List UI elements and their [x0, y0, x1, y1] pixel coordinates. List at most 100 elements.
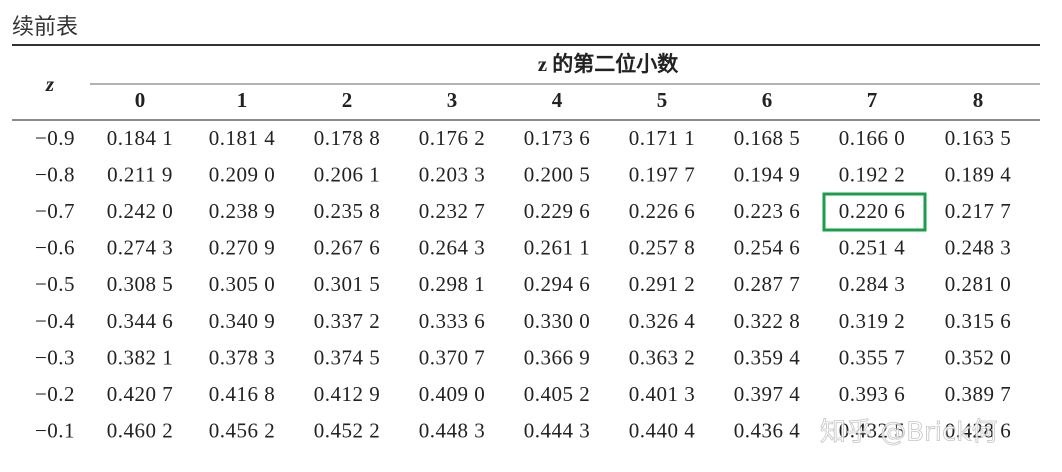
cell: 0.416 8 [209, 382, 276, 406]
row-z: −0.4 [35, 309, 75, 333]
cell: 0.366 9 [524, 345, 591, 369]
cell: 0.456 2 [209, 419, 276, 443]
column-header: 0 [135, 88, 146, 112]
cell: 0.251 4 [839, 236, 906, 260]
z-header: z [45, 72, 55, 96]
row-z: −0.2 [35, 382, 75, 406]
cell: 0.274 3 [107, 236, 174, 260]
column-header: 6 [762, 88, 773, 112]
cell: 0.242 0 [107, 199, 174, 223]
cell: 0.267 6 [314, 236, 381, 260]
cell: 0.363 2 [629, 345, 696, 369]
cell: 0.284 3 [839, 272, 906, 296]
cell: 0.203 3 [419, 162, 486, 186]
cell: 0.294 6 [524, 272, 591, 296]
cell: 0.322 8 [734, 309, 801, 333]
column-header: 3 [447, 88, 458, 112]
cell: 0.209 0 [209, 162, 276, 186]
cell: 0.344 6 [107, 309, 174, 333]
cell: 0.166 0 [839, 126, 906, 150]
cell: 0.226 6 [629, 199, 696, 223]
cell: 0.337 2 [314, 309, 381, 333]
cell: 0.444 3 [524, 419, 591, 443]
cell: 0.436 4 [734, 419, 801, 443]
cell: 0.432 5 [839, 419, 906, 443]
cell: 0.315 6 [945, 309, 1012, 333]
row-z: −0.5 [35, 272, 75, 296]
cell: 0.168 5 [734, 126, 801, 150]
cell: 0.264 3 [419, 236, 486, 260]
cell: 0.261 1 [524, 236, 591, 260]
column-header: 1 [237, 88, 248, 112]
row-z: −0.9 [35, 126, 75, 150]
cell: 0.281 0 [945, 272, 1012, 296]
column-header: 4 [552, 88, 563, 112]
cell: 0.254 6 [734, 236, 801, 260]
cell: 0.223 6 [734, 199, 801, 223]
cell: 0.374 5 [314, 345, 381, 369]
cell: 0.428 6 [945, 419, 1012, 443]
cell: 0.382 1 [107, 345, 174, 369]
cell: 0.333 6 [419, 309, 486, 333]
cell: 0.319 2 [839, 309, 906, 333]
cell: 0.163 5 [945, 126, 1012, 150]
cell: 0.393 6 [839, 382, 906, 406]
cell: 0.211 9 [107, 162, 173, 186]
cell: 0.370 7 [419, 345, 486, 369]
cell: 0.412 9 [314, 382, 381, 406]
cell: 0.197 7 [629, 162, 696, 186]
row-z: −0.7 [35, 199, 75, 223]
cell: 0.389 7 [945, 382, 1012, 406]
cell: 0.235 8 [314, 199, 381, 223]
group-header: z 的第二位小数 [538, 52, 680, 76]
cell: 0.238 9 [209, 199, 276, 223]
cell: 0.181 4 [209, 126, 276, 150]
cell: 0.440 4 [629, 419, 696, 443]
cell: 0.287 7 [734, 272, 801, 296]
cell: 0.176 2 [419, 126, 486, 150]
column-header: 8 [973, 88, 984, 112]
cell: 0.248 3 [945, 236, 1012, 260]
cell: 0.194 9 [734, 162, 801, 186]
cell: 0.378 3 [209, 345, 276, 369]
cell: 0.352 0 [945, 345, 1012, 369]
cell: 0.405 2 [524, 382, 591, 406]
column-header: 7 [867, 88, 878, 112]
cell: 0.301 5 [314, 272, 381, 296]
cell: 0.291 2 [629, 272, 696, 296]
cell: 0.409 0 [419, 382, 486, 406]
cell: 0.206 1 [314, 162, 381, 186]
row-z: −0.8 [35, 162, 75, 186]
cell: 0.401 3 [629, 382, 696, 406]
cell: 0.189 4 [945, 162, 1012, 186]
cell: 0.232 7 [419, 199, 486, 223]
cell: 0.305 0 [209, 272, 276, 296]
cell: 0.257 8 [629, 236, 696, 260]
cell: 0.192 2 [839, 162, 906, 186]
column-header: 5 [657, 88, 668, 112]
cell: 0.298 1 [419, 272, 486, 296]
row-z: −0.6 [35, 236, 75, 260]
cell: 0.270 9 [209, 236, 276, 260]
cell: 0.448 3 [419, 419, 486, 443]
cell: 0.330 0 [524, 309, 591, 333]
column-header: 2 [342, 88, 353, 112]
cell: 0.420 7 [107, 382, 174, 406]
cell: 0.171 1 [629, 126, 696, 150]
cell: 0.452 2 [314, 419, 381, 443]
cell: 0.184 1 [107, 126, 174, 150]
cell: 0.229 6 [524, 199, 591, 223]
cell: 0.359 4 [734, 345, 801, 369]
cell: 0.220 6 [839, 199, 906, 223]
cell: 0.178 8 [314, 126, 381, 150]
watermark: 知乎 @Brick何 [820, 418, 997, 448]
cell: 0.308 5 [107, 272, 174, 296]
cell: 0.326 4 [629, 309, 696, 333]
highlight-box [822, 192, 927, 232]
cell: 0.173 6 [524, 126, 591, 150]
table-title: 续前表 [12, 15, 78, 40]
cell: 0.217 7 [945, 199, 1012, 223]
cell: 0.200 5 [524, 162, 591, 186]
